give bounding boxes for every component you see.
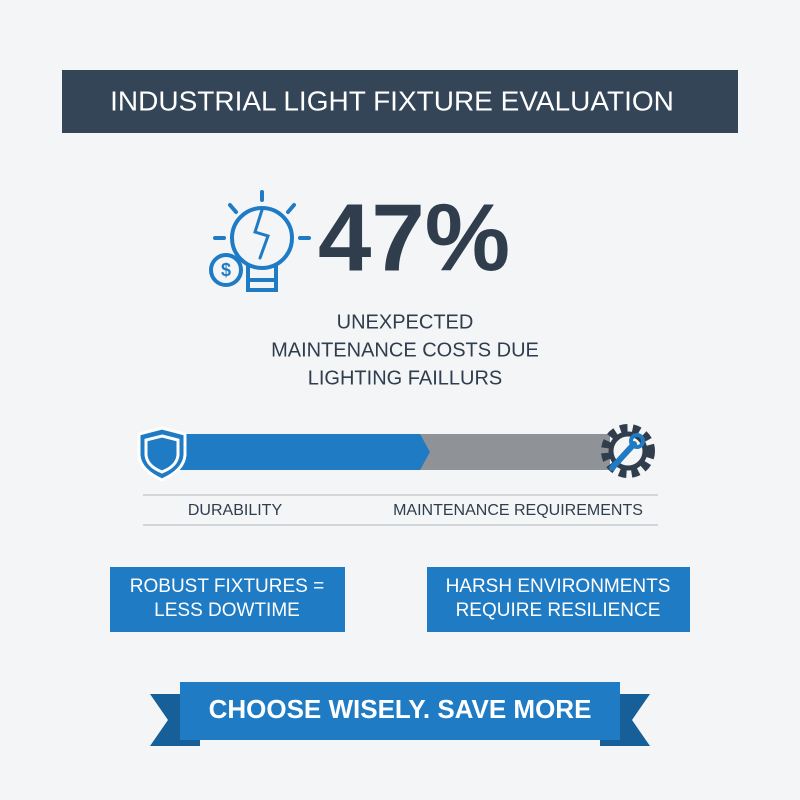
header-title: INDUSTRIAL LIGHT FIXTURE EVALUATION [110, 85, 674, 116]
bar-label: DURABILITY [188, 502, 283, 519]
stat-value: 47% [318, 184, 510, 291]
header-bar [62, 70, 738, 133]
box-text: ROBUST FIXTURES = [130, 576, 324, 597]
box-text: LESS DOWTIME [154, 600, 300, 621]
bar-label: MAINTENANCE REQUIREMENTS [393, 502, 643, 519]
stat-line: LIGHTING FAILLURS [308, 367, 503, 389]
banner-text: CHOOSE WISELY. SAVE MORE [209, 694, 592, 724]
stat-line: MAINTENANCE COSTS DUE [271, 339, 539, 361]
gear-icon [601, 424, 655, 478]
bar-fill [150, 434, 430, 470]
bulb-icon: $ [209, 190, 311, 292]
banner [180, 682, 620, 740]
svg-text:$: $ [221, 260, 231, 280]
shield-icon [137, 426, 187, 482]
box-text: HARSH ENVIRONMENTS [446, 576, 671, 597]
info-box [110, 567, 345, 632]
stat-line: UNEXPECTED [337, 311, 474, 333]
info-box [427, 567, 690, 632]
box-text: REQUIRE RESILIENCE [456, 600, 661, 621]
